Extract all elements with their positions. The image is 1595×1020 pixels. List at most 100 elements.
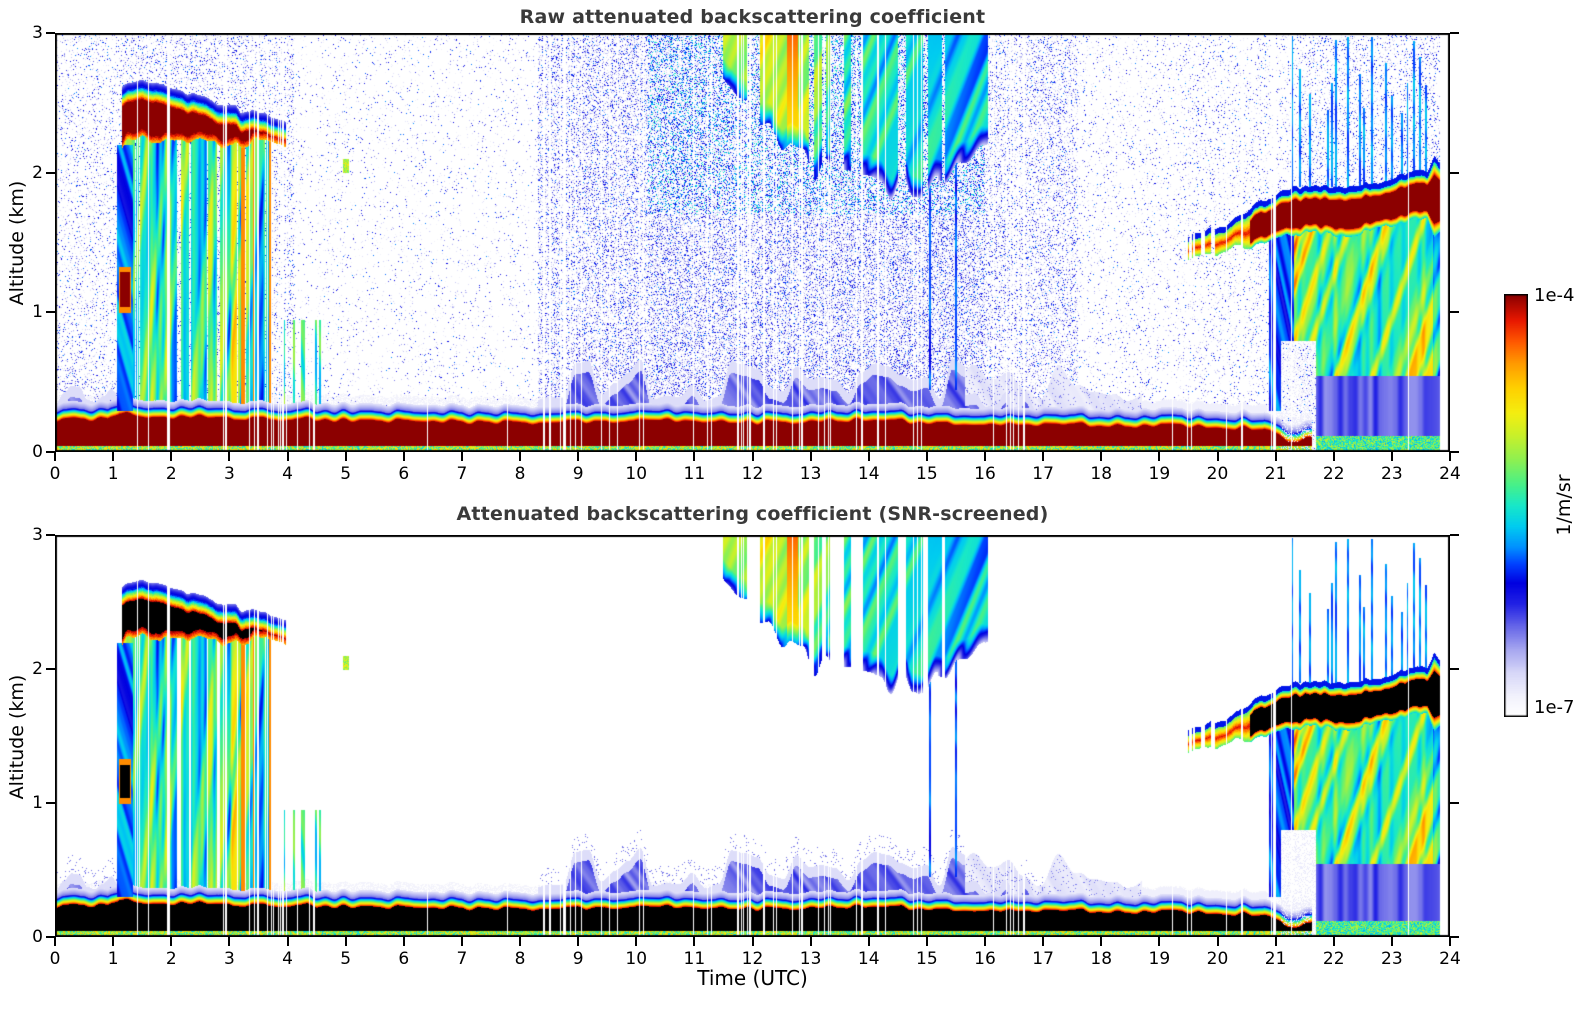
x-tick — [1332, 452, 1335, 461]
x-tick-label: 24 — [1439, 949, 1461, 969]
x-tick — [1274, 937, 1277, 946]
x-tick-label: 2 — [165, 464, 177, 484]
y-tick-right — [1450, 451, 1459, 453]
x-tick — [460, 452, 463, 461]
x-tick — [635, 937, 638, 946]
x-tick — [1158, 452, 1161, 461]
x-tick — [170, 937, 173, 946]
x-tick-label: 11 — [683, 464, 706, 484]
y-tick-right — [1450, 32, 1459, 34]
x-tick — [1449, 452, 1451, 461]
panel1-title: Raw attenuated backscattering coefficien… — [519, 6, 986, 28]
x-tick — [519, 452, 521, 461]
x-tick — [170, 452, 173, 461]
y-tick-label: 3 — [32, 23, 43, 43]
x-tick-label: 7 — [456, 464, 468, 484]
x-tick — [402, 937, 405, 946]
x-axis-label: Time (UTC) — [697, 966, 808, 990]
x-tick-label: 1 — [107, 464, 119, 484]
colorbar — [1504, 294, 1528, 717]
x-tick-label: 5 — [340, 949, 352, 969]
y-axis-label-bottom: Altitude (km) — [6, 674, 28, 800]
x-tick-label: 22 — [1322, 949, 1345, 969]
x-tick-label: 8 — [514, 464, 526, 484]
x-tick — [925, 452, 928, 461]
x-tick — [751, 937, 754, 946]
x-tick-label: 11 — [683, 949, 706, 969]
x-tick-label: 4 — [282, 464, 293, 484]
x-tick-label: 12 — [741, 464, 764, 484]
y-tick-label: 2 — [32, 659, 43, 679]
x-tick-label: 10 — [625, 949, 648, 969]
x-tick-label: 10 — [625, 464, 648, 484]
x-tick-label: 23 — [1381, 949, 1403, 969]
panel2-title: Attenuated backscattering coefficient (S… — [456, 503, 1049, 525]
y-tick — [46, 802, 55, 804]
x-tick-label: 18 — [1090, 464, 1113, 484]
x-tick — [344, 452, 347, 461]
x-tick-label: 17 — [1032, 464, 1054, 484]
y-tick-right — [1450, 311, 1459, 314]
x-tick-label: 4 — [282, 949, 293, 969]
x-tick — [286, 937, 289, 946]
x-tick-label: 8 — [514, 949, 526, 969]
x-tick-label: 23 — [1381, 464, 1403, 484]
x-tick-label: 18 — [1090, 949, 1113, 969]
x-tick-label: 15 — [916, 464, 938, 484]
x-tick — [809, 452, 812, 461]
x-tick — [1216, 452, 1219, 461]
y-tick-right — [1450, 936, 1459, 938]
y-tick-right — [1450, 668, 1459, 670]
x-tick — [112, 452, 115, 461]
x-tick — [1274, 452, 1277, 461]
y-tick — [46, 32, 55, 34]
x-tick-label: 2 — [165, 949, 177, 969]
y-tick-label: 0 — [32, 927, 43, 947]
x-tick — [286, 452, 289, 461]
x-tick-label: 20 — [1206, 949, 1229, 969]
x-tick — [1100, 937, 1103, 946]
x-tick-label: 14 — [857, 949, 880, 969]
x-tick-label: 9 — [572, 949, 584, 969]
x-tick-label: 16 — [974, 949, 996, 969]
x-tick — [54, 452, 56, 461]
x-tick — [1332, 937, 1335, 946]
x-tick-label: 12 — [741, 949, 764, 969]
x-tick-label: 5 — [340, 464, 352, 484]
x-tick — [1390, 937, 1393, 946]
x-tick — [693, 452, 696, 461]
y-tick — [46, 171, 55, 174]
x-tick-label: 22 — [1322, 464, 1345, 484]
x-tick — [984, 937, 986, 946]
x-tick — [1449, 937, 1451, 946]
x-tick-label: 13 — [799, 464, 822, 484]
x-tick — [112, 937, 115, 946]
x-tick — [867, 452, 870, 461]
x-tick-label: 17 — [1032, 949, 1054, 969]
screened-backscatter-heatmap — [55, 535, 1450, 937]
y-tick — [46, 534, 55, 536]
x-tick-label: 6 — [398, 949, 410, 969]
x-tick — [635, 452, 638, 461]
colorbar-max-label: 1e-4 — [1534, 285, 1575, 306]
x-tick-label: 16 — [974, 464, 996, 484]
y-tick-label: 1 — [32, 302, 43, 323]
x-tick — [577, 452, 580, 461]
y-tick — [46, 668, 55, 670]
x-tick — [809, 937, 812, 946]
y-tick-right — [1450, 171, 1459, 174]
x-tick — [984, 452, 986, 461]
x-tick-label: 20 — [1206, 464, 1229, 484]
x-tick-label: 21 — [1264, 949, 1287, 969]
y-tick — [46, 936, 55, 938]
x-tick-label: 15 — [916, 949, 938, 969]
x-tick — [1158, 937, 1161, 946]
x-tick — [1100, 452, 1103, 461]
y-axis-label-top: Altitude (km) — [6, 180, 28, 306]
x-tick-label: 19 — [1148, 464, 1171, 484]
y-tick-label: 2 — [32, 162, 43, 183]
x-tick — [925, 937, 928, 946]
x-tick — [460, 937, 463, 946]
x-tick — [1042, 452, 1045, 461]
